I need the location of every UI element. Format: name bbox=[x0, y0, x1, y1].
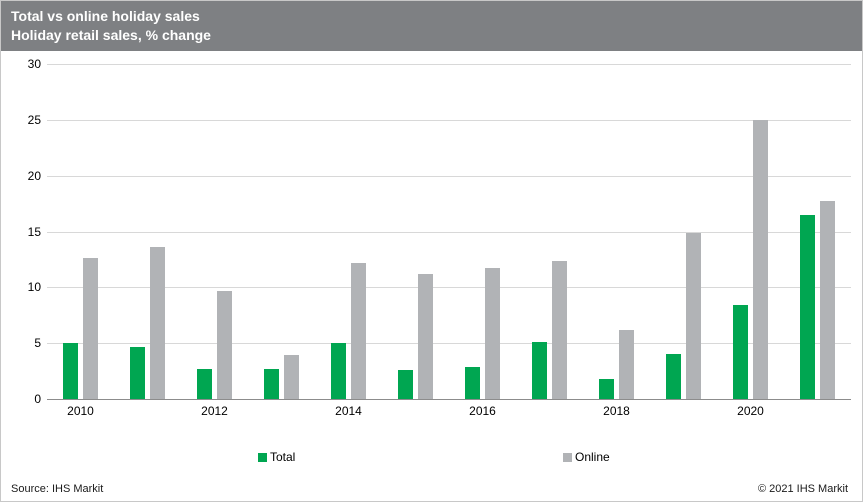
y-tick-label-10: 10 bbox=[27, 280, 41, 295]
bar-total-2012 bbox=[197, 368, 212, 399]
bar-online-2017 bbox=[552, 260, 567, 399]
y-tick-label-0: 0 bbox=[34, 392, 41, 406]
gridline-y-10 bbox=[47, 287, 851, 289]
y-tick-label-25: 25 bbox=[27, 112, 41, 127]
gridline-y-25 bbox=[47, 119, 851, 121]
legend-swatch-total bbox=[258, 452, 267, 462]
x-tick-label-2016: 2016 bbox=[469, 404, 496, 418]
chart-header: Total vs online holiday sales Holiday re… bbox=[1, 1, 862, 51]
y-tick-label-30: 30 bbox=[27, 57, 41, 71]
bar-total-2014 bbox=[331, 343, 346, 399]
x-tick-label-2020: 2020 bbox=[737, 404, 764, 418]
x-tick-label-2018: 2018 bbox=[603, 404, 630, 418]
y-tick-label-5: 5 bbox=[34, 336, 41, 351]
x-tick-label-2010: 2010 bbox=[67, 404, 94, 418]
gridline-y-30 bbox=[47, 64, 851, 65]
footer-copyright: © 2021 IHS Markit bbox=[757, 483, 848, 495]
bar-online-2014 bbox=[351, 262, 366, 399]
gridline-y-5 bbox=[47, 343, 851, 345]
legend-label-total: Total bbox=[270, 450, 296, 464]
bar-total-2013 bbox=[264, 368, 279, 399]
bar-total-2017 bbox=[532, 342, 547, 399]
bar-total-2018 bbox=[599, 378, 614, 399]
chart-subtitle: Holiday retail sales, % change bbox=[11, 27, 211, 43]
bar-total-2011 bbox=[130, 346, 145, 399]
legend-item-total: Total bbox=[258, 450, 295, 464]
bar-online-2019 bbox=[686, 232, 701, 399]
gridline-y-20 bbox=[47, 175, 851, 177]
bar-online-2020 bbox=[753, 119, 768, 399]
plot-area: 0 5 10 15 20 25 30 2010 2012 2014 2016 2018 2020 bbox=[1, 51, 862, 418]
bar-online-2013 bbox=[284, 355, 299, 399]
x-tick-label-2012: 2012 bbox=[201, 404, 228, 418]
legend-item-online: Online bbox=[563, 450, 610, 464]
bar-total-2010 bbox=[63, 343, 78, 399]
bar-online-2016 bbox=[485, 268, 500, 399]
x-tick-label-2014: 2014 bbox=[335, 404, 362, 418]
bar-total-2021 bbox=[800, 214, 815, 399]
bar-total-2016 bbox=[465, 366, 480, 399]
bar-total-2015 bbox=[398, 369, 413, 399]
bar-online-2021 bbox=[820, 201, 835, 399]
chart-title: Total vs online holiday sales bbox=[11, 8, 200, 24]
y-tick-label-15: 15 bbox=[27, 224, 41, 239]
bar-total-2019 bbox=[666, 354, 681, 399]
x-axis-baseline bbox=[47, 399, 851, 400]
bar-online-2010 bbox=[83, 258, 98, 399]
legend-swatch-online bbox=[563, 452, 572, 462]
bar-online-2015 bbox=[418, 273, 433, 399]
y-tick-label-20: 20 bbox=[27, 168, 41, 183]
bar-online-2018 bbox=[619, 329, 634, 399]
bar-online-2011 bbox=[150, 247, 165, 399]
footer-source: Source: IHS Markit bbox=[11, 483, 104, 495]
bar-total-2020 bbox=[733, 305, 748, 399]
gridline-y-15 bbox=[47, 231, 851, 233]
legend-label-online: Online bbox=[575, 450, 610, 464]
bar-online-2012 bbox=[217, 290, 232, 399]
legend: Total Online bbox=[1, 450, 862, 470]
